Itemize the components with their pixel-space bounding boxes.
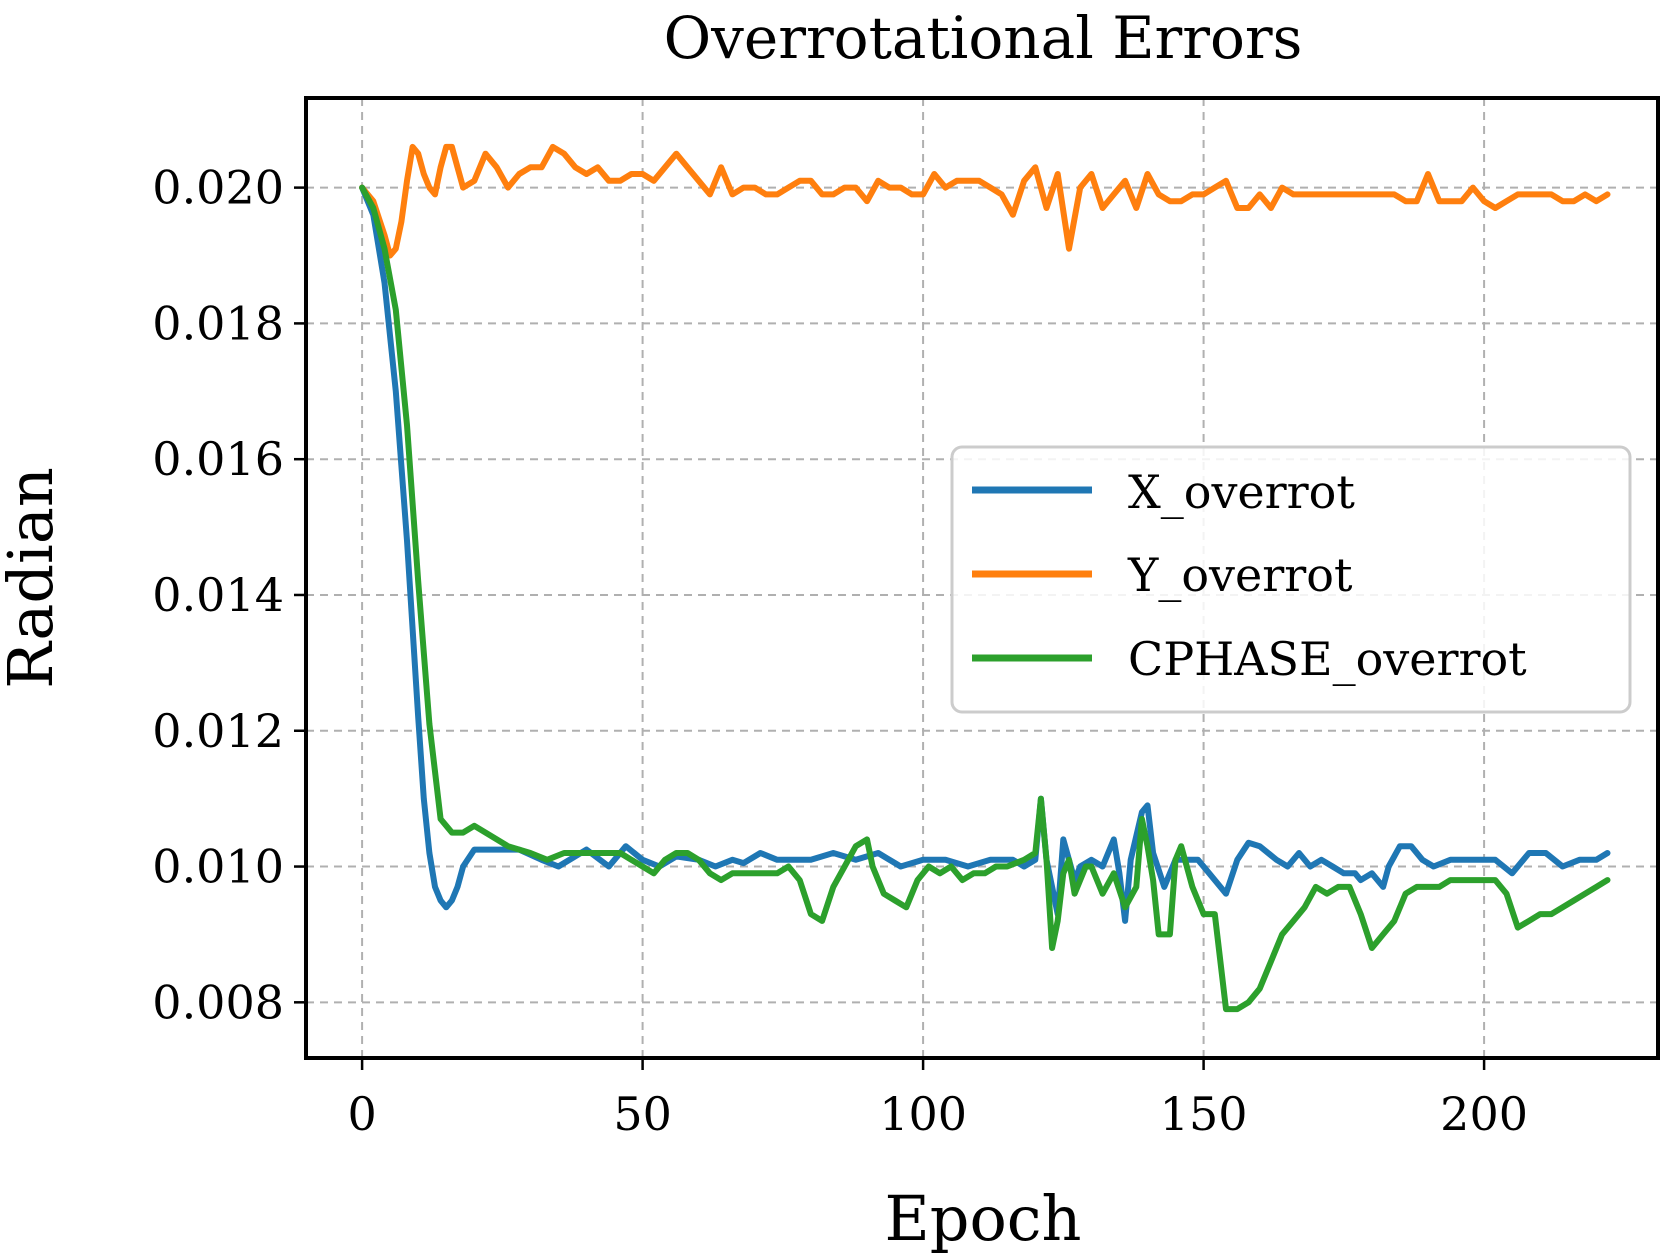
x-tick-label: 100 (879, 1087, 967, 1141)
y-tick-label: 0.020 (152, 161, 284, 215)
legend: X_overrot Y_overrot CPHASE_overrot (952, 447, 1630, 712)
x-tick-label: 200 (1440, 1087, 1528, 1141)
x-tick-label: 50 (613, 1087, 672, 1141)
y-tick-label: 0.018 (152, 296, 284, 350)
y-tick-label: 0.016 (152, 432, 284, 486)
legend-label-cphase-overrot: CPHASE_overrot (1128, 632, 1527, 686)
line-chart: Overrotational Errors 0 50 100 150 200 0.008… (0, 0, 1663, 1260)
y-tick-label: 0.008 (152, 975, 284, 1029)
y-tick-label: 0.012 (152, 704, 284, 758)
x-axis-label: Epoch (885, 1182, 1082, 1255)
legend-label-x-overrot: X_overrot (1128, 465, 1355, 519)
legend-label-y-overrot: Y_overrot (1127, 548, 1353, 602)
y-tick-label: 0.010 (152, 840, 284, 894)
y-tick-label: 0.014 (152, 568, 284, 622)
x-tick-label: 0 (347, 1087, 376, 1141)
x-tick-label: 150 (1160, 1087, 1248, 1141)
y-axis-label: Radian (0, 467, 67, 688)
chart-title: Overrotational Errors (664, 4, 1303, 72)
